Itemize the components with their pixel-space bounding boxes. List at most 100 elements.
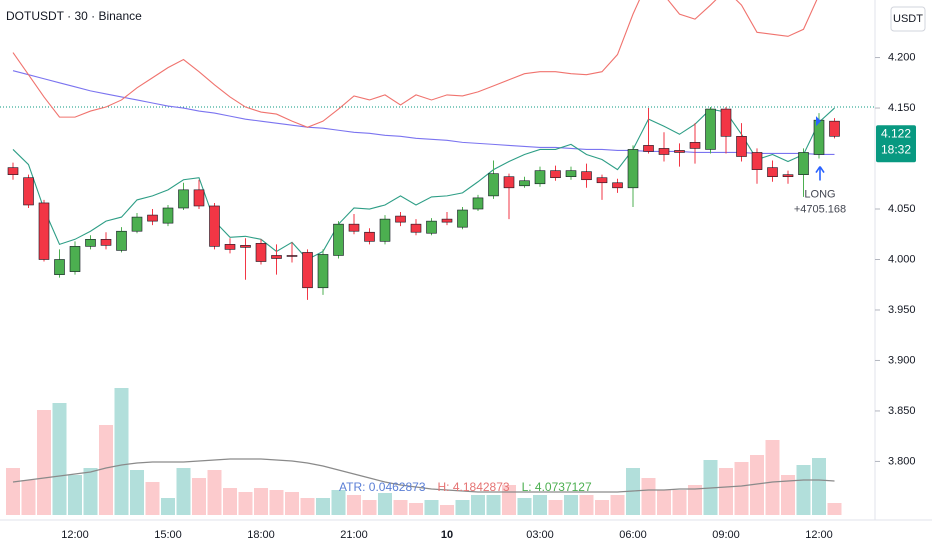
candle-body bbox=[333, 223, 344, 256]
volume-bar bbox=[83, 468, 98, 515]
currency-button[interactable] bbox=[890, 6, 926, 32]
volume-bar bbox=[161, 498, 175, 515]
volume-bar bbox=[409, 503, 423, 515]
candle-body bbox=[689, 142, 701, 149]
chart-title: DOTUSDT · 30 · Binance bbox=[6, 9, 142, 23]
candle-body bbox=[426, 220, 437, 234]
candle-body bbox=[147, 214, 158, 222]
candle-body bbox=[534, 170, 546, 185]
candle-body bbox=[54, 259, 65, 275]
candle-body bbox=[364, 231, 375, 242]
volume-bar bbox=[719, 468, 733, 515]
x-tick-label: 12:00 bbox=[805, 529, 833, 541]
volume-bar bbox=[6, 468, 20, 515]
volume-bar bbox=[781, 475, 795, 515]
candle-body bbox=[472, 197, 484, 210]
volume-bar bbox=[548, 500, 563, 515]
x-tick-label: 12:00 bbox=[61, 529, 89, 541]
candle-body bbox=[209, 205, 220, 247]
plot-area bbox=[0, 0, 875, 515]
y-tick-label: 3.900 bbox=[888, 354, 916, 366]
volume-bar bbox=[657, 490, 671, 515]
y-tick-label: 4.050 bbox=[888, 203, 916, 215]
volume-bar bbox=[827, 503, 842, 515]
volume-bar bbox=[734, 462, 749, 515]
candle-body bbox=[550, 170, 561, 179]
volume-bar bbox=[207, 470, 222, 515]
candle-body bbox=[581, 171, 592, 181]
volume-bar bbox=[37, 410, 51, 515]
volume-bar bbox=[688, 485, 702, 515]
volume-bar bbox=[641, 478, 656, 515]
candle-body bbox=[7, 167, 19, 175]
candle-body bbox=[767, 167, 778, 177]
y-tick-label: 4.000 bbox=[888, 253, 916, 265]
currency-label: USDT bbox=[893, 13, 923, 25]
legend-item: ATR: 0.0462873 bbox=[339, 480, 426, 494]
x-tick-label: 15:00 bbox=[154, 529, 182, 541]
volume-bar bbox=[316, 498, 330, 515]
volume-bar bbox=[812, 458, 826, 515]
signal-label: LONG bbox=[804, 188, 835, 200]
volume-bar bbox=[378, 493, 392, 515]
candle-body bbox=[829, 120, 840, 137]
candle-body bbox=[131, 216, 143, 232]
candle-body bbox=[286, 255, 298, 257]
volume-bar bbox=[610, 495, 625, 515]
candle-body bbox=[255, 243, 267, 262]
candle-body bbox=[488, 173, 499, 197]
volume-bar bbox=[579, 495, 594, 515]
x-tick-label: 21:00 bbox=[340, 529, 368, 541]
y-tick-label: 3.800 bbox=[888, 455, 916, 467]
volume-bar bbox=[796, 465, 811, 515]
volume-bar bbox=[254, 488, 268, 515]
volume-bar bbox=[750, 455, 764, 515]
volume-bar bbox=[130, 470, 144, 515]
candle-body bbox=[519, 180, 530, 187]
volume-bar bbox=[300, 498, 315, 515]
volume-bar bbox=[331, 490, 346, 515]
volume-bar bbox=[672, 490, 687, 515]
indicator-line bbox=[12, 0, 818, 128]
volume-bar bbox=[68, 475, 82, 515]
volume-bar bbox=[471, 495, 485, 515]
legend-item: L: 4.0737127 bbox=[522, 480, 592, 494]
candle-body bbox=[410, 223, 422, 233]
x-tick-label: 10 bbox=[441, 529, 453, 541]
candle-body bbox=[503, 176, 515, 189]
x-tick-label: 09:00 bbox=[712, 529, 740, 541]
candle-body bbox=[643, 145, 654, 152]
candle-body bbox=[302, 252, 313, 289]
candle-body bbox=[612, 182, 623, 189]
y-tick-label: 3.850 bbox=[888, 405, 916, 417]
volume-bar bbox=[486, 495, 501, 515]
volume-bar bbox=[347, 495, 361, 515]
signal-profit: +4705.168 bbox=[794, 203, 846, 215]
candle-body bbox=[348, 223, 360, 232]
candle-body bbox=[100, 239, 112, 246]
candle-body bbox=[736, 136, 747, 157]
candle-body bbox=[379, 218, 391, 242]
x-tick-label: 18:00 bbox=[247, 529, 275, 541]
volume-bar bbox=[145, 482, 160, 515]
last-price-label: 4.122 bbox=[881, 126, 911, 140]
volume-bar bbox=[21, 480, 36, 515]
y-tick-label: 3.950 bbox=[888, 304, 916, 316]
candle-body bbox=[23, 177, 34, 206]
candle-body bbox=[457, 209, 468, 228]
last-price-box bbox=[876, 125, 916, 163]
volume-bar bbox=[424, 500, 439, 515]
candle-body bbox=[317, 254, 329, 289]
volume-bar bbox=[99, 425, 113, 515]
volume-bar bbox=[238, 492, 253, 515]
indicator-line bbox=[12, 107, 835, 261]
x-tick-label: 06:00 bbox=[619, 529, 647, 541]
indicator-line bbox=[12, 70, 835, 156]
y-tick-label: 4.150 bbox=[888, 102, 916, 114]
candle-body bbox=[69, 246, 81, 272]
volume-bar bbox=[440, 505, 454, 515]
volume-bar bbox=[533, 495, 547, 515]
candle-body bbox=[720, 108, 732, 137]
volume-bar bbox=[223, 488, 237, 515]
